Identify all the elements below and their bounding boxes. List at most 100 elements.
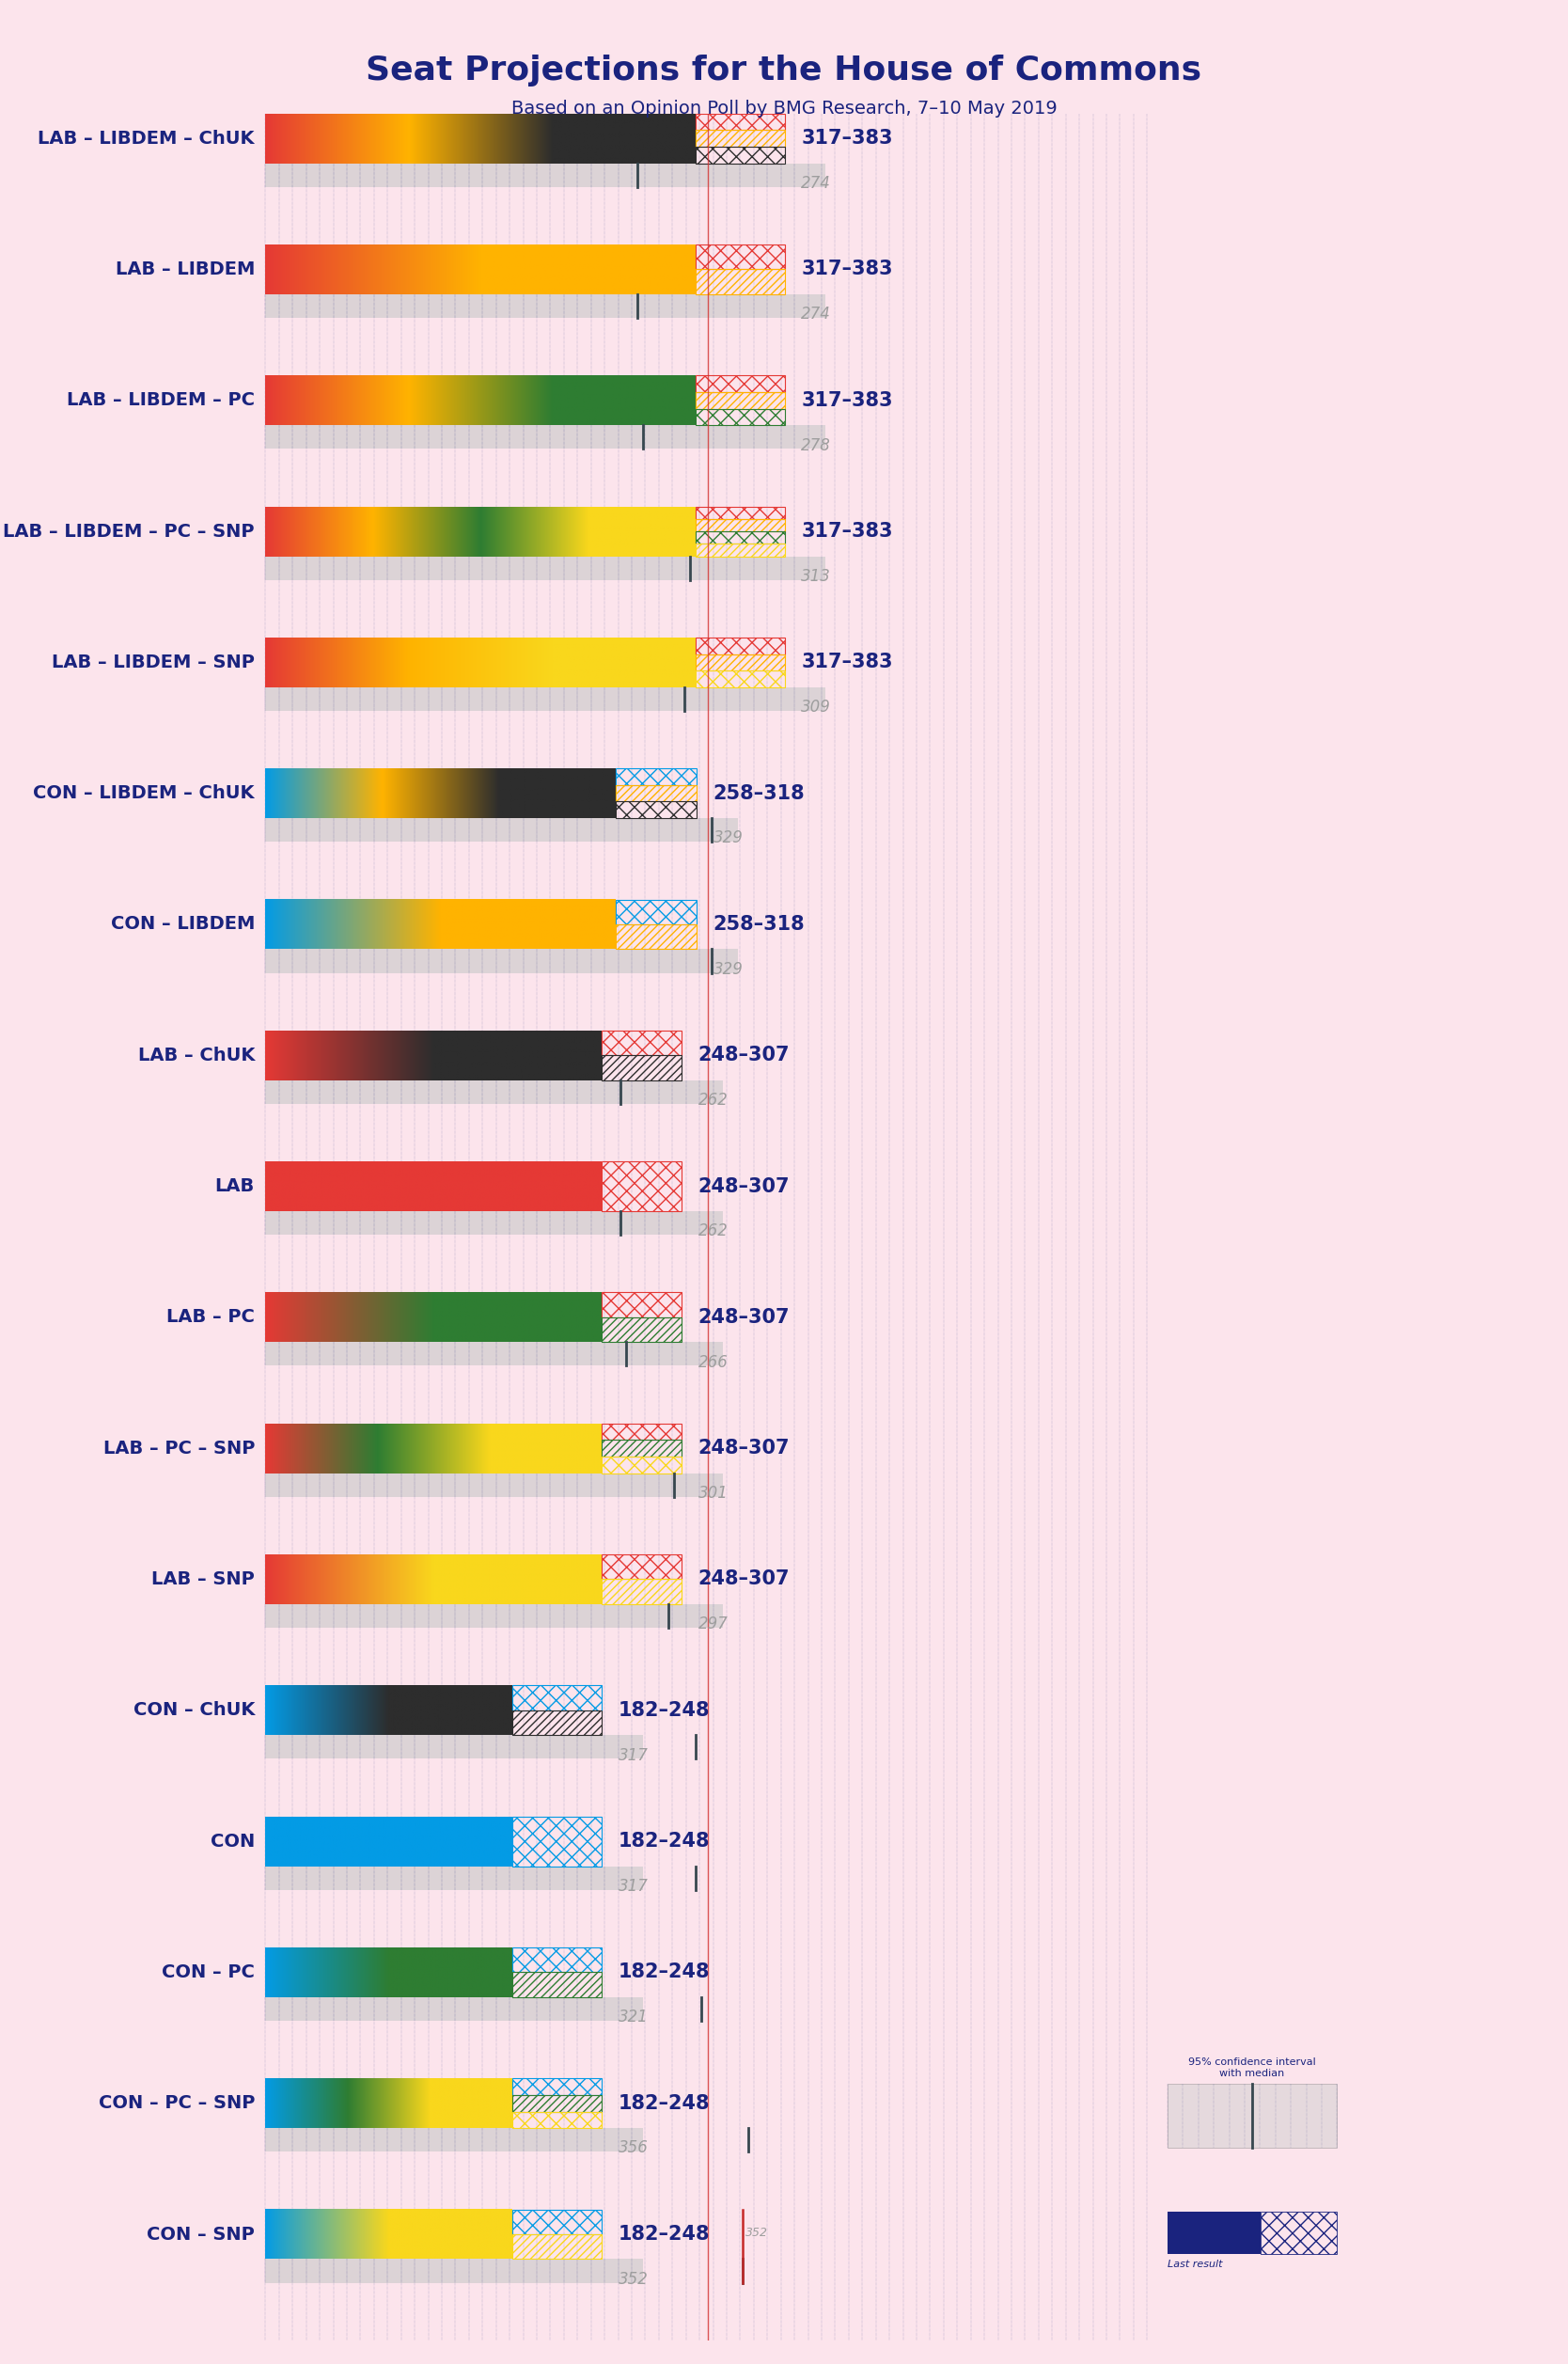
Bar xyxy=(602,1423,682,1440)
Bar xyxy=(616,924,696,950)
Text: 321: 321 xyxy=(618,2009,648,2026)
Bar xyxy=(513,2095,602,2111)
Text: 262: 262 xyxy=(698,1092,728,1109)
Bar xyxy=(696,532,786,544)
Text: 309: 309 xyxy=(801,700,831,716)
Bar xyxy=(265,1735,643,1759)
Bar xyxy=(265,1605,723,1629)
Text: CON: CON xyxy=(210,1832,254,1851)
Text: 182–248: 182–248 xyxy=(618,1832,710,1851)
Bar xyxy=(265,818,737,842)
Text: 317: 317 xyxy=(618,1747,648,1764)
Bar xyxy=(696,392,786,409)
Bar xyxy=(696,243,786,269)
Bar xyxy=(1168,2213,1261,2255)
Text: CON – PC – SNP: CON – PC – SNP xyxy=(99,2095,254,2111)
Text: 248–307: 248–307 xyxy=(698,1570,790,1589)
Bar xyxy=(265,1865,643,1889)
Text: 95% confidence interval
with median: 95% confidence interval with median xyxy=(1189,2057,1316,2078)
Text: 182–248: 182–248 xyxy=(618,1700,710,1719)
Text: LAB – LIBDEM – ChUK: LAB – LIBDEM – ChUK xyxy=(38,130,254,147)
Text: 356: 356 xyxy=(618,2139,648,2156)
Bar xyxy=(513,2234,602,2260)
Text: Based on an Opinion Poll by BMG Research, 7–10 May 2019: Based on an Opinion Poll by BMG Research… xyxy=(511,99,1057,118)
Text: 248–307: 248–307 xyxy=(698,1045,790,1064)
Bar xyxy=(265,1080,723,1104)
Text: LAB – LIBDEM – PC: LAB – LIBDEM – PC xyxy=(67,392,254,409)
Text: 317: 317 xyxy=(618,1877,648,1894)
Text: 317–383: 317–383 xyxy=(801,652,892,671)
Text: 317–383: 317–383 xyxy=(801,260,892,279)
Bar xyxy=(602,1579,682,1605)
Bar xyxy=(513,1816,602,1865)
Bar xyxy=(265,1210,723,1234)
Bar xyxy=(265,556,826,579)
Bar xyxy=(616,801,696,818)
Bar xyxy=(696,638,786,655)
Bar xyxy=(602,1054,682,1080)
Bar xyxy=(616,785,696,801)
Bar xyxy=(265,1998,643,2021)
Text: LAB – PC – SNP: LAB – PC – SNP xyxy=(103,1440,254,1456)
Bar xyxy=(696,113,786,130)
Bar xyxy=(602,1161,682,1210)
Bar xyxy=(696,671,786,688)
Bar xyxy=(513,2111,602,2128)
Text: LAB – LIBDEM: LAB – LIBDEM xyxy=(114,260,254,279)
Bar xyxy=(265,2260,643,2284)
Text: CON – ChUK: CON – ChUK xyxy=(133,1702,254,1719)
Text: 266: 266 xyxy=(698,1355,728,1371)
Bar xyxy=(602,1440,682,1456)
Text: 317–383: 317–383 xyxy=(801,130,892,149)
Bar xyxy=(513,1686,602,1709)
Bar xyxy=(265,2128,643,2151)
Text: 317–383: 317–383 xyxy=(801,522,892,541)
Bar xyxy=(265,163,826,187)
Text: LAB: LAB xyxy=(215,1177,254,1196)
Text: Seat Projections for the House of Commons: Seat Projections for the House of Common… xyxy=(365,54,1203,87)
Text: Last result: Last result xyxy=(1168,2260,1223,2269)
Text: 301: 301 xyxy=(698,1485,728,1501)
Bar xyxy=(696,269,786,293)
Text: 258–318: 258–318 xyxy=(713,915,804,934)
Bar xyxy=(602,1317,682,1343)
Bar xyxy=(265,950,737,974)
Text: 313: 313 xyxy=(801,567,831,584)
Bar xyxy=(696,655,786,671)
Text: 352: 352 xyxy=(618,2272,648,2288)
Text: CON – SNP: CON – SNP xyxy=(147,2225,254,2243)
Bar xyxy=(1261,2213,1338,2255)
Bar xyxy=(513,1709,602,1735)
Bar xyxy=(265,688,826,712)
Bar xyxy=(265,1473,723,1496)
Bar xyxy=(513,1972,602,1998)
Bar xyxy=(513,2210,602,2234)
Text: 317–383: 317–383 xyxy=(801,390,892,409)
Text: 258–318: 258–318 xyxy=(713,785,804,804)
Bar xyxy=(602,1031,682,1054)
Bar xyxy=(616,898,696,924)
Text: LAB – SNP: LAB – SNP xyxy=(152,1570,254,1589)
Bar xyxy=(696,147,786,163)
Text: CON – PC: CON – PC xyxy=(162,1964,254,1981)
Text: 278: 278 xyxy=(801,437,831,454)
Bar xyxy=(265,426,826,449)
Bar xyxy=(265,1343,723,1366)
Bar xyxy=(696,409,786,426)
Bar xyxy=(616,768,696,785)
Text: 248–307: 248–307 xyxy=(698,1177,790,1196)
Bar xyxy=(696,506,786,518)
Text: 297: 297 xyxy=(698,1615,728,1634)
Text: 352: 352 xyxy=(746,2227,768,2239)
Text: 248–307: 248–307 xyxy=(698,1440,790,1459)
Text: LAB – ChUK: LAB – ChUK xyxy=(138,1047,254,1064)
Text: LAB – LIBDEM – SNP: LAB – LIBDEM – SNP xyxy=(52,652,254,671)
Text: 329: 329 xyxy=(713,960,743,979)
Text: LAB – LIBDEM – PC – SNP: LAB – LIBDEM – PC – SNP xyxy=(3,522,254,541)
Bar xyxy=(265,293,826,317)
Bar xyxy=(696,130,786,147)
Text: LAB – PC: LAB – PC xyxy=(166,1307,254,1326)
Text: 274: 274 xyxy=(801,175,831,191)
Text: CON – LIBDEM: CON – LIBDEM xyxy=(110,915,254,934)
Text: 182–248: 182–248 xyxy=(618,1962,710,1981)
